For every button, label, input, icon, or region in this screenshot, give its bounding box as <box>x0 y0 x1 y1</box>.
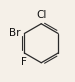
Text: Br: Br <box>9 29 21 39</box>
Text: Cl: Cl <box>37 10 47 20</box>
Text: F: F <box>21 57 27 67</box>
